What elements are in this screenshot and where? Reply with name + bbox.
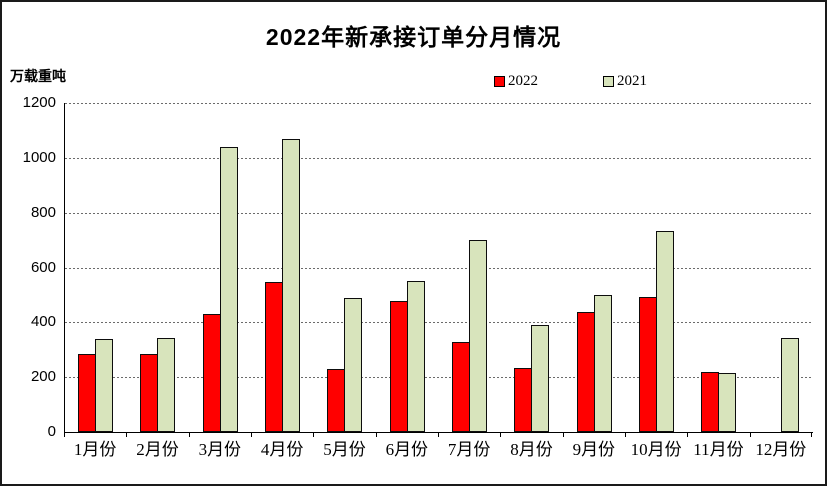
bar-2021-7月份 xyxy=(469,240,488,432)
y-tick-label-400: 400 xyxy=(30,313,56,331)
bar-2022-4月份 xyxy=(265,281,284,432)
x-category-label-8月份: 8月份 xyxy=(510,440,553,459)
x-tick-8 xyxy=(562,432,564,437)
x-category-label-6月份: 6月份 xyxy=(385,440,429,459)
bar-2021-5月份 xyxy=(344,298,363,432)
bar-2021-1月份 xyxy=(95,339,114,432)
x-tick-0 xyxy=(64,432,65,437)
bar-2021-4月份 xyxy=(282,139,301,432)
bar-2022-3月份 xyxy=(202,314,221,432)
bar-group-9月份 xyxy=(564,103,626,432)
y-axis-unit-label: 万载重吨 xyxy=(10,68,66,84)
gridline-y-1000 xyxy=(65,157,813,159)
bar-2021-6月份 xyxy=(406,281,425,432)
bar-group-2月份 xyxy=(127,103,189,432)
bar-group-11月份 xyxy=(688,103,750,432)
plot-area xyxy=(64,103,813,433)
bar-group-7月份 xyxy=(439,103,501,432)
x-tick-11 xyxy=(749,432,751,437)
bar-group-5月份 xyxy=(314,103,376,432)
x-tick-5 xyxy=(375,432,377,437)
bar-group-4月份 xyxy=(252,103,314,432)
gridline-y-600 xyxy=(65,267,813,269)
chart-title: 2022年新承接订单分月情况 xyxy=(265,24,562,50)
bar-2022-7月份 xyxy=(452,342,471,432)
x-category-label-1月份: 1月份 xyxy=(73,440,117,459)
bar-2021-10月份 xyxy=(656,231,675,432)
bar-2022-2月份 xyxy=(140,354,159,432)
bar-2021-11月份 xyxy=(718,372,737,432)
x-category-label-7月份: 7月份 xyxy=(447,440,491,459)
x-tick-12 xyxy=(811,432,812,437)
bar-2021-3月份 xyxy=(219,147,238,432)
bar-2022-10月份 xyxy=(639,297,658,432)
y-tick-label-1200: 1200 xyxy=(22,94,56,111)
gridline-y-400 xyxy=(65,322,813,324)
y-tick-label-200: 200 xyxy=(30,368,56,386)
x-category-label-9月份: 9月份 xyxy=(572,440,616,459)
y-tick-label-0: 0 xyxy=(47,423,56,440)
x-tick-4 xyxy=(313,432,315,437)
bar-group-8月份 xyxy=(501,103,563,432)
y-tick-label-1000: 1000 xyxy=(22,148,56,166)
bar-group-10月份 xyxy=(626,103,688,432)
x-tick-9 xyxy=(625,432,626,437)
bar-2022-8月份 xyxy=(514,367,533,432)
x-category-label-11月份: 11月份 xyxy=(693,440,744,459)
x-tick-2 xyxy=(188,432,190,437)
x-category-label-5月份: 5月份 xyxy=(323,440,366,459)
x-tick-1 xyxy=(126,432,128,437)
bar-2021-9月份 xyxy=(593,294,612,432)
x-tick-3 xyxy=(251,432,252,437)
x-category-label-4月份: 4月份 xyxy=(260,440,304,459)
legend-swatch-2021 xyxy=(603,76,614,87)
y-tick-label-600: 600 xyxy=(30,258,56,276)
legend-label-2021: 2021 xyxy=(617,73,647,89)
legend-label-2022: 2022 xyxy=(508,73,538,89)
legend-swatch-2022 xyxy=(494,76,505,87)
bar-2022-11月份 xyxy=(701,371,720,432)
bar-2022-6月份 xyxy=(389,301,408,432)
y-tick-label-800: 800 xyxy=(30,203,56,221)
x-category-label-10月份: 10月份 xyxy=(630,440,682,459)
bar-2022-5月份 xyxy=(327,368,346,432)
x-category-label-3月份: 3月份 xyxy=(198,440,242,459)
legend-item-2021: 2021 xyxy=(603,74,647,89)
x-category-label-2月份: 2月份 xyxy=(136,440,179,459)
legend: 2022 2021 xyxy=(2,74,825,92)
x-tick-10 xyxy=(687,432,689,437)
legend-item-2022: 2022 xyxy=(494,74,538,89)
bar-group-3月份 xyxy=(190,103,252,432)
bar-2021-8月份 xyxy=(531,325,550,432)
bar-2022-1月份 xyxy=(78,354,97,432)
gridline-y-1200 xyxy=(65,103,813,104)
gridline-y-800 xyxy=(65,212,813,214)
x-tick-6 xyxy=(438,432,439,437)
x-tick-7 xyxy=(500,432,502,437)
bar-2022-9月份 xyxy=(576,311,595,432)
bar-group-12月份 xyxy=(751,103,813,432)
bar-2021-12月份 xyxy=(780,338,799,432)
bar-2021-2月份 xyxy=(157,337,176,432)
bar-group-6月份 xyxy=(377,103,439,432)
gridline-y-200 xyxy=(65,377,813,379)
bar-group-1月份 xyxy=(65,103,127,432)
x-category-label-12月份: 12月份 xyxy=(755,440,807,459)
